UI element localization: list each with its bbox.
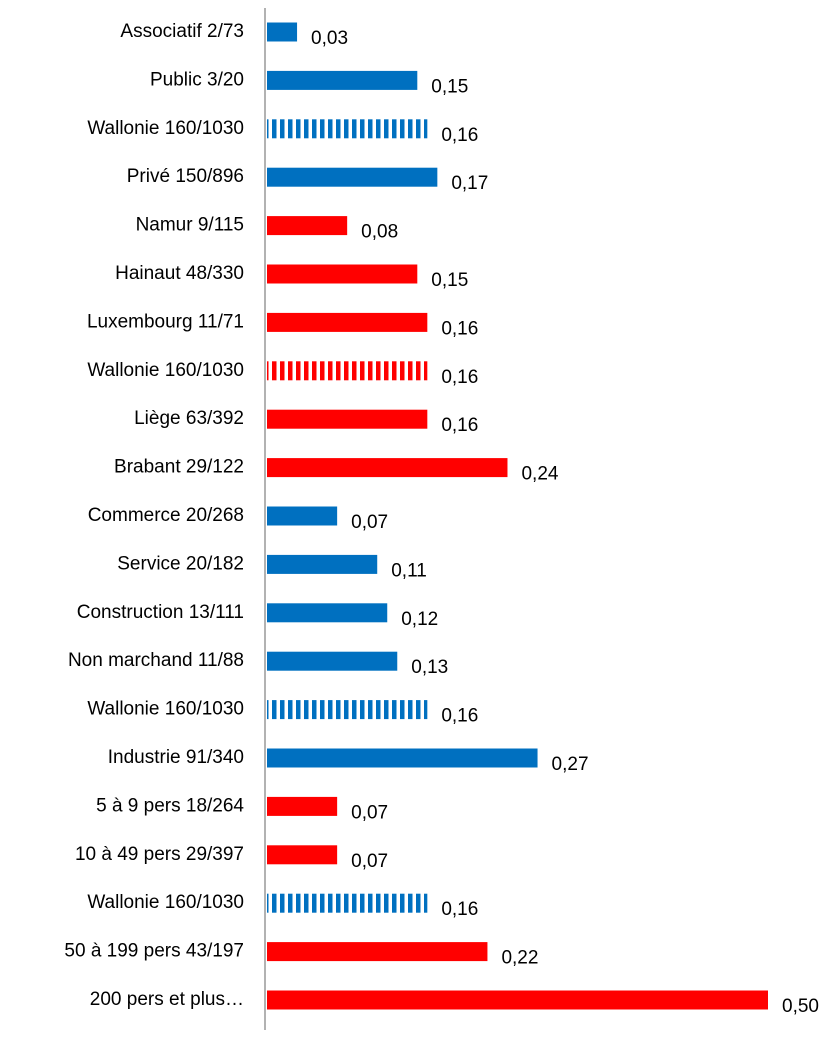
bar — [267, 312, 428, 332]
bar — [267, 796, 338, 816]
value-label: 0,16 — [441, 318, 478, 339]
bar — [267, 700, 428, 720]
category-label: 50 à 199 pers 43/197 — [64, 941, 244, 962]
value-label: 0,07 — [351, 512, 388, 533]
value-label: 0,15 — [431, 76, 468, 97]
bar — [267, 216, 348, 236]
bar — [267, 554, 378, 574]
value-label: 0,16 — [441, 899, 478, 920]
category-label: Wallonie 160/1030 — [87, 118, 244, 139]
value-label: 0,03 — [311, 28, 348, 49]
bar — [267, 748, 538, 768]
bar — [267, 845, 338, 865]
category-label: Non marchand 11/88 — [68, 650, 244, 671]
bar — [267, 942, 488, 962]
value-label: 0,15 — [431, 270, 468, 291]
category-label: Namur 9/115 — [136, 215, 244, 236]
category-label: Commerce 20/268 — [88, 505, 244, 526]
bar — [267, 651, 398, 671]
category-label: Wallonie 160/1030 — [87, 699, 244, 720]
bar — [267, 893, 428, 913]
bar — [267, 506, 338, 526]
value-label: 0,17 — [451, 173, 488, 194]
bar — [267, 70, 418, 90]
category-label: Luxembourg 11/71 — [87, 311, 244, 332]
category-label: Privé 150/896 — [127, 166, 244, 187]
value-label: 0,11 — [391, 560, 427, 581]
category-label: Brabant 29/122 — [114, 457, 244, 478]
value-label: 0,27 — [552, 754, 589, 775]
value-label: 0,07 — [351, 802, 388, 823]
value-label: 0,07 — [351, 851, 388, 872]
category-label: 5 à 9 pers 18/264 — [96, 795, 244, 816]
bar — [267, 603, 388, 623]
value-label: 0,13 — [411, 657, 448, 678]
category-label: Public 3/20 — [150, 69, 244, 90]
bar — [267, 119, 428, 139]
value-label: 0,12 — [401, 609, 438, 630]
bar — [267, 409, 428, 429]
value-label: 0,50 — [782, 996, 819, 1017]
category-label: Associatif 2/73 — [120, 21, 244, 42]
bar — [267, 22, 298, 42]
value-label: 0,16 — [441, 367, 478, 388]
category-label: Hainaut 48/330 — [115, 263, 244, 284]
bar — [267, 990, 768, 1010]
category-label: Industrie 91/340 — [108, 747, 244, 768]
bar — [267, 458, 508, 478]
value-label: 0,16 — [441, 706, 478, 727]
value-label: 0,16 — [441, 415, 478, 436]
bar — [267, 361, 428, 381]
value-label: 0,08 — [361, 222, 398, 243]
category-label: 200 pers et plus… — [90, 989, 244, 1010]
bar — [267, 264, 418, 284]
category-label: Service 20/182 — [117, 553, 244, 574]
category-label: Wallonie 160/1030 — [87, 360, 244, 381]
value-label: 0,22 — [501, 948, 538, 969]
category-label: Liège 63/392 — [134, 408, 244, 429]
value-label: 0,16 — [441, 125, 478, 146]
value-label: 0,24 — [521, 464, 558, 485]
category-label: Construction 13/111 — [77, 602, 244, 623]
category-label: 10 à 49 pers 29/397 — [75, 844, 244, 865]
category-label: Wallonie 160/1030 — [87, 892, 244, 913]
bar — [267, 167, 438, 187]
